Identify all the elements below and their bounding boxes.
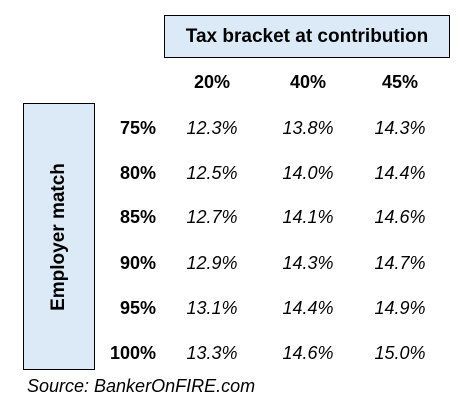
column-header-20: 20% xyxy=(193,72,231,92)
table-cell: 12.7% xyxy=(186,207,238,227)
row-header-85: 85% xyxy=(119,207,156,227)
row-header-90: 90% xyxy=(119,253,156,273)
employer-match-label: Employer match xyxy=(48,162,69,311)
table-cell: 12.3% xyxy=(186,118,238,138)
table-cell: 13.1% xyxy=(186,298,238,318)
table-cell: 13.3% xyxy=(186,343,238,363)
row-header-75: 75% xyxy=(119,118,156,138)
table-cell: 14.9% xyxy=(374,298,426,318)
row-header-100: 100% xyxy=(109,343,156,363)
table-cell: 12.9% xyxy=(186,253,238,273)
table-cell: 12.5% xyxy=(186,163,238,183)
row-header-95: 95% xyxy=(119,298,156,318)
tax-bracket-label: Tax bracket at contribution xyxy=(185,25,429,47)
table-cell: 13.8% xyxy=(282,118,334,138)
tax-bracket-header: Tax bracket at contribution xyxy=(164,15,450,58)
table-cell: 14.4% xyxy=(282,298,334,318)
table-cell: 14.4% xyxy=(374,163,426,183)
employer-match-header: Employer match xyxy=(23,103,95,370)
table-cell: 14.7% xyxy=(374,253,426,273)
row-header-80: 80% xyxy=(119,163,156,183)
table-cell: 14.6% xyxy=(282,343,334,363)
table-cell: 14.3% xyxy=(374,118,426,138)
table-cell: 14.0% xyxy=(282,163,334,183)
column-header-40: 40% xyxy=(289,72,327,92)
table-cell: 15.0% xyxy=(374,343,426,363)
table-cell: 14.3% xyxy=(282,253,334,273)
table-cell: 14.1% xyxy=(282,207,334,227)
table-cell: 14.6% xyxy=(374,207,426,227)
source-note: Source: BankerOnFIRE.com xyxy=(27,376,256,396)
column-header-45: 45% xyxy=(381,72,419,92)
